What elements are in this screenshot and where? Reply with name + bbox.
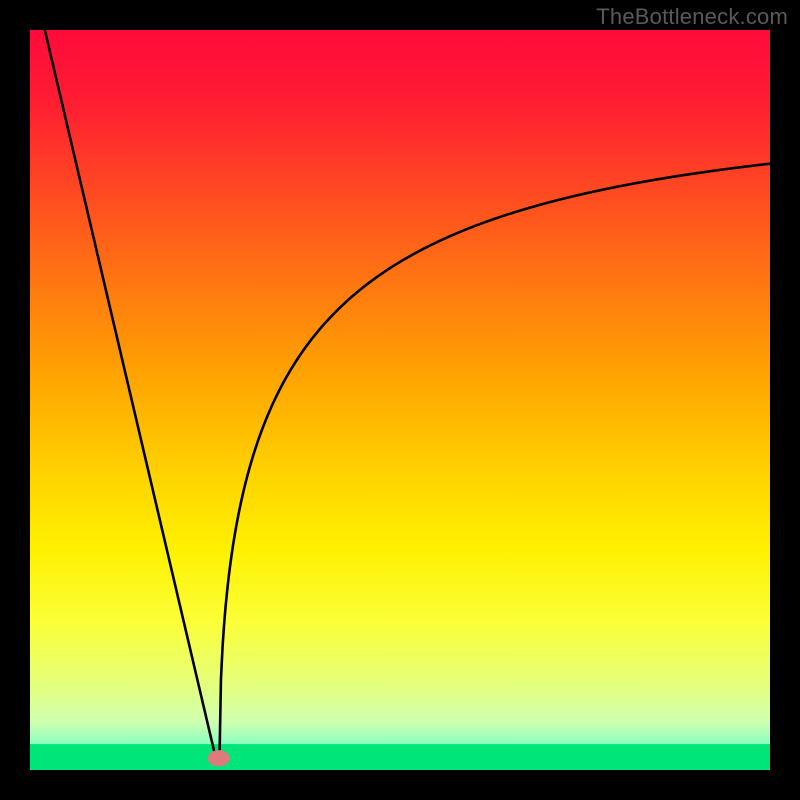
plot-area: [30, 30, 770, 770]
watermark-text: TheBottleneck.com: [596, 4, 788, 30]
bottom-band: [30, 744, 770, 770]
bottleneck-chart: [0, 0, 800, 800]
chart-container: TheBottleneck.com: [0, 0, 800, 800]
optimal-point-marker: [208, 750, 230, 766]
